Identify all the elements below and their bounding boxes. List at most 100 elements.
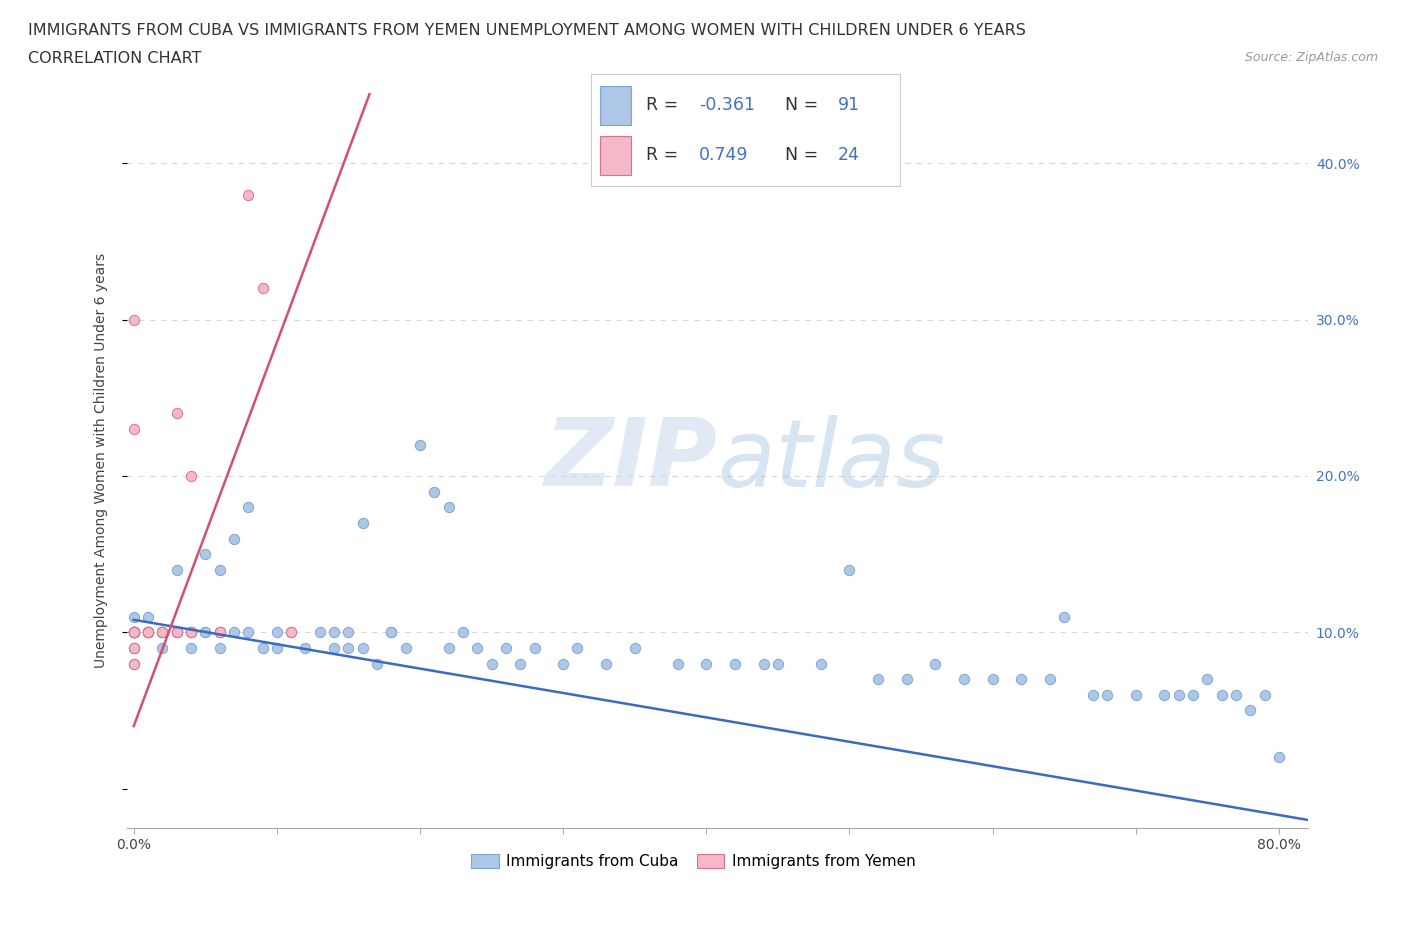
Point xyxy=(1182,687,1205,702)
Text: ZIP: ZIP xyxy=(544,415,717,506)
Point xyxy=(136,625,159,640)
Text: N =: N = xyxy=(786,96,818,113)
Point xyxy=(308,625,330,640)
Point xyxy=(122,625,145,640)
Point xyxy=(180,625,202,640)
Point xyxy=(150,625,173,640)
Point xyxy=(810,657,832,671)
Point xyxy=(194,625,217,640)
Point xyxy=(122,421,145,436)
Point xyxy=(122,625,145,640)
Point xyxy=(180,641,202,656)
Point xyxy=(122,625,145,640)
Point xyxy=(252,641,274,656)
Point xyxy=(122,609,145,624)
Point xyxy=(238,187,260,202)
Text: N =: N = xyxy=(786,146,818,164)
Point xyxy=(1153,687,1175,702)
Point xyxy=(437,499,460,514)
Point xyxy=(481,657,503,671)
Point xyxy=(150,641,173,656)
Point xyxy=(838,563,860,578)
Point xyxy=(437,641,460,656)
Point xyxy=(208,625,231,640)
Point xyxy=(122,641,145,656)
Point xyxy=(136,625,159,640)
Point xyxy=(1095,687,1118,702)
Point xyxy=(122,625,145,640)
Point xyxy=(266,641,288,656)
Point xyxy=(150,625,173,640)
Point xyxy=(150,625,173,640)
Point xyxy=(1211,687,1233,702)
Point xyxy=(122,625,145,640)
Point xyxy=(180,469,202,484)
Point xyxy=(136,625,159,640)
Point xyxy=(1197,671,1219,686)
Point xyxy=(136,625,159,640)
Text: Source: ZipAtlas.com: Source: ZipAtlas.com xyxy=(1244,51,1378,64)
Point xyxy=(1268,750,1291,764)
Point xyxy=(724,657,747,671)
Point xyxy=(924,657,946,671)
Point xyxy=(166,563,188,578)
Point xyxy=(166,625,188,640)
Point xyxy=(122,641,145,656)
Point xyxy=(136,609,159,624)
Point xyxy=(953,671,976,686)
Point xyxy=(122,312,145,327)
Point xyxy=(423,485,446,499)
Point xyxy=(981,671,1004,686)
Text: R =: R = xyxy=(647,146,679,164)
Point xyxy=(166,625,188,640)
Text: 91: 91 xyxy=(838,96,860,113)
Point xyxy=(395,641,418,656)
Point xyxy=(465,641,488,656)
Point xyxy=(280,625,302,640)
Point xyxy=(380,625,402,640)
Point xyxy=(208,641,231,656)
Point xyxy=(208,563,231,578)
Point xyxy=(238,625,260,640)
Point xyxy=(1225,687,1247,702)
Point xyxy=(623,641,645,656)
Point xyxy=(208,625,231,640)
Point xyxy=(166,625,188,640)
Point xyxy=(166,406,188,421)
Point xyxy=(122,625,145,640)
Point xyxy=(122,625,145,640)
Point xyxy=(695,657,717,671)
Point xyxy=(523,641,546,656)
Point xyxy=(122,625,145,640)
Point xyxy=(194,547,217,562)
Point xyxy=(294,641,316,656)
Point xyxy=(323,625,346,640)
Point xyxy=(1081,687,1104,702)
Point xyxy=(222,625,245,640)
Point xyxy=(380,625,402,640)
Point xyxy=(509,657,531,671)
Point xyxy=(252,281,274,296)
Point xyxy=(238,499,260,514)
Point xyxy=(1125,687,1147,702)
Point xyxy=(337,625,360,640)
Text: R =: R = xyxy=(647,96,679,113)
Point xyxy=(595,657,617,671)
Point xyxy=(208,625,231,640)
FancyBboxPatch shape xyxy=(600,136,631,175)
Point xyxy=(1010,671,1032,686)
Text: -0.361: -0.361 xyxy=(699,96,755,113)
Point xyxy=(451,625,474,640)
Point xyxy=(352,641,374,656)
Point xyxy=(136,625,159,640)
Point xyxy=(666,657,689,671)
Point xyxy=(337,641,360,656)
Text: IMMIGRANTS FROM CUBA VS IMMIGRANTS FROM YEMEN UNEMPLOYMENT AMONG WOMEN WITH CHIL: IMMIGRANTS FROM CUBA VS IMMIGRANTS FROM … xyxy=(28,23,1026,38)
Point xyxy=(409,437,432,452)
Point xyxy=(1167,687,1189,702)
Text: 0.749: 0.749 xyxy=(699,146,748,164)
Point xyxy=(1039,671,1062,686)
Point xyxy=(495,641,517,656)
Point xyxy=(122,625,145,640)
Text: atlas: atlas xyxy=(717,415,945,506)
